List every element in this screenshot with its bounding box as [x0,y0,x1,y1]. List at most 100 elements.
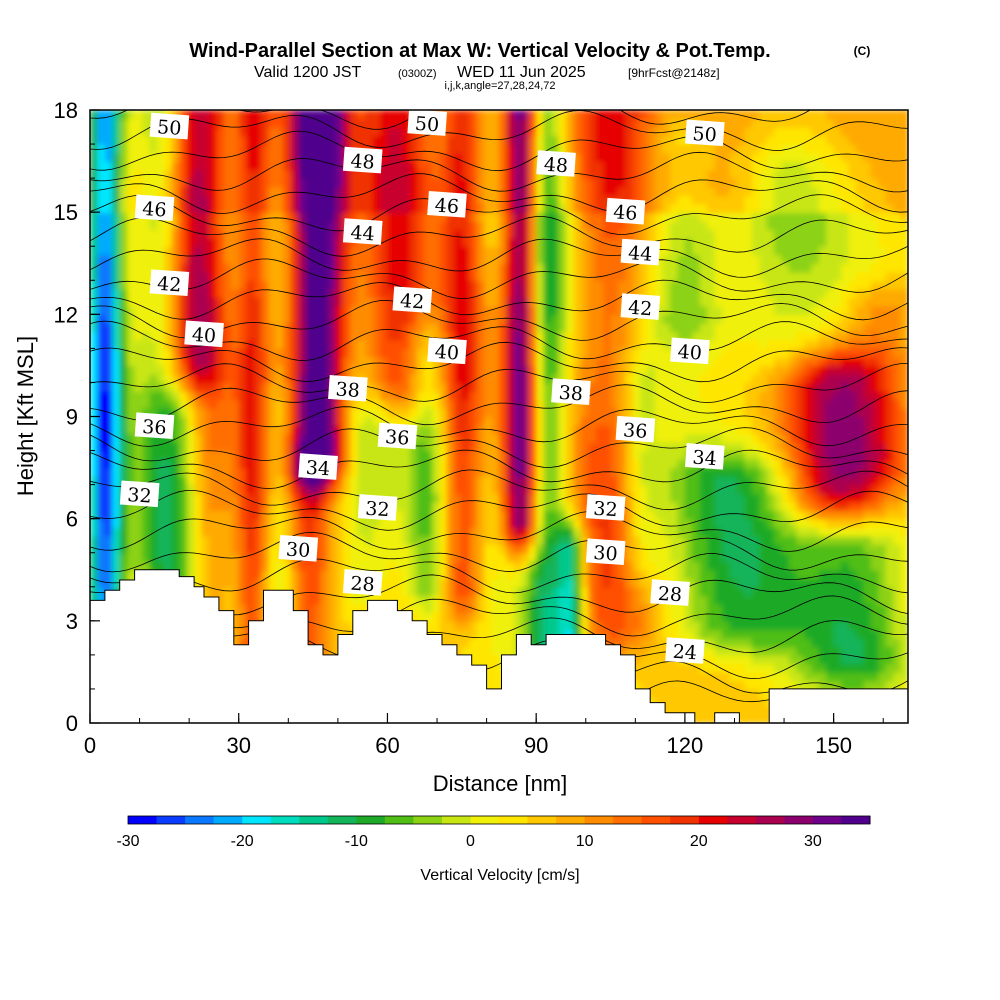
velocity-cell [491,356,500,367]
velocity-cell [580,127,590,137]
velocity-cell [357,467,366,477]
velocity-cell [342,331,352,341]
velocity-cell [328,212,337,222]
velocity-cell [90,373,99,384]
velocity-cell [499,459,508,469]
velocity-cell [328,578,337,588]
velocity-cell [506,288,515,299]
velocity-cell [142,442,151,452]
velocity-cell [424,518,433,529]
velocity-cell [573,161,582,171]
velocity-cell [439,552,448,563]
velocity-cell [164,535,173,546]
velocity-cell [268,118,277,128]
velocity-cell [439,603,448,614]
velocity-cell [461,467,471,477]
velocity-cell [365,527,374,537]
velocity-cell [231,305,240,316]
velocity-cell [201,263,210,273]
velocity-cell [573,425,582,435]
velocity-cell [588,348,597,358]
velocity-cell [506,203,515,214]
velocity-cell [380,314,389,324]
velocity-cell [290,586,300,597]
velocity-cell [387,229,396,239]
velocity-cell [97,331,106,341]
velocity-cell [97,339,106,350]
velocity-cell [328,203,337,214]
velocity-cell [209,586,218,597]
velocity-cell [164,220,173,231]
velocity-cell [328,493,337,503]
velocity-cell [402,169,411,179]
velocity-cell [90,527,99,537]
velocity-cell [104,484,114,494]
velocity-cell [90,365,99,375]
velocity-cell [104,314,114,324]
velocity-cell [209,305,218,316]
velocity-cell [588,280,597,290]
velocity-cell [253,127,262,137]
velocity-cell [179,220,188,231]
velocity-cell [424,569,433,580]
velocity-cell [469,484,478,494]
velocity-cell [194,365,203,375]
velocity-cell [186,229,195,239]
velocity-cell [521,322,530,333]
velocity-cell [491,110,500,120]
velocity-cell [283,416,292,426]
velocity-cell [402,399,411,409]
velocity-cell [305,476,314,486]
velocity-cell [387,144,396,154]
velocity-cell [164,527,173,537]
velocity-cell [179,561,188,571]
velocity-cell [409,391,419,401]
velocity-cell [432,467,441,477]
velocity-cell [164,314,173,324]
velocity-cell [521,399,530,409]
velocity-cell [357,314,366,324]
velocity-cell [149,552,158,563]
velocity-cell [223,161,233,171]
velocity-cell [142,518,151,529]
velocity-cell [499,237,508,248]
velocity-cell [112,561,121,571]
velocity-cell [484,637,493,648]
velocity-cell [454,527,463,537]
velocity-cell [290,152,300,162]
velocity-cell [179,399,188,409]
velocity-cell [223,450,233,460]
velocity-cell [424,629,433,639]
velocity-cell [171,450,181,460]
velocity-cell [112,229,121,239]
velocity-cell [223,476,233,486]
velocity-cell [149,263,158,273]
velocity-cell [380,203,389,214]
velocity-cell [588,373,597,384]
velocity-cell [394,254,404,265]
velocity-cell [261,467,270,477]
velocity-cell [476,595,485,605]
velocity-cell [127,399,136,409]
velocity-cell [268,322,277,333]
velocity-cell [119,203,128,214]
velocity-cell [223,246,233,256]
velocity-cell [417,152,426,162]
velocity-cell [357,356,366,367]
velocity-cell [402,144,411,154]
velocity-cell [588,578,597,588]
velocity-cell [97,493,106,503]
velocity-cell [134,348,143,358]
velocity-cell [484,603,493,614]
velocity-cell [335,280,344,290]
velocity-cell [223,331,233,341]
velocity-cell [558,510,567,520]
velocity-cell [201,178,210,188]
velocity-cell [543,399,552,409]
velocity-cell [209,467,218,477]
velocity-cell [551,467,560,477]
velocity-cell [142,186,151,196]
velocity-cell [439,484,448,494]
velocity-cell [142,348,151,358]
velocity-cell [156,297,166,307]
